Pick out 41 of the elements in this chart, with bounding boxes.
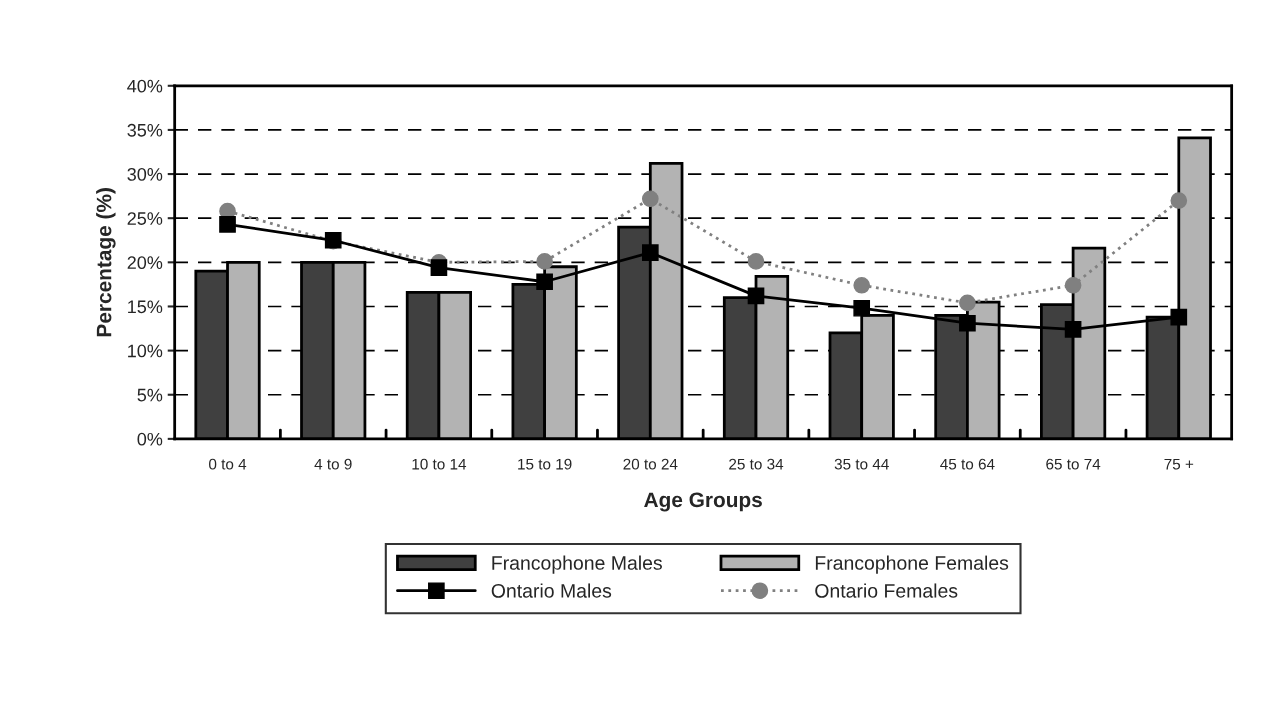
point [1064, 321, 1082, 338]
y-tick-label: 0% [137, 432, 163, 446]
x-tick-label: 4 to 9 [314, 458, 352, 470]
point [641, 244, 659, 261]
point [853, 299, 871, 317]
x-tick-label: 15 to 19 [518, 458, 572, 470]
y-axis-title: Percentage (%) [96, 188, 116, 337]
point [430, 259, 448, 276]
point [1170, 308, 1188, 326]
point [1170, 192, 1188, 209]
point [536, 253, 553, 270]
x-tick-label: 20 to 24 [623, 458, 678, 470]
y-tick-label: 35% [127, 123, 163, 137]
legend-label: Francophone Females [815, 555, 1009, 574]
x-tick-label: 35 to 44 [834, 458, 889, 470]
x-tick-label: 65 to 74 [1046, 458, 1101, 470]
y-tick-label: 25% [127, 212, 163, 225]
x-tick-label: 0 to 4 [209, 458, 247, 470]
x-tick-label: 75 + [1164, 458, 1194, 470]
legend-label: Ontario Males [491, 583, 612, 598]
x-tick-label: 10 to 14 [412, 458, 467, 470]
point [536, 273, 553, 291]
y-tick-label: 5% [137, 388, 163, 402]
point [959, 294, 976, 312]
x-axis-title: Age Groups [644, 492, 762, 512]
x-tick-label: 25 to 34 [729, 458, 784, 470]
y-tick-label: 10% [128, 344, 163, 358]
point [747, 287, 765, 305]
point [959, 314, 976, 332]
point [747, 253, 765, 270]
point [1064, 276, 1082, 294]
y-tick-label: 30% [127, 167, 163, 181]
point [219, 216, 236, 233]
x-tick-label: 45 to 64 [940, 458, 995, 470]
point [641, 190, 659, 208]
y-tick-label: 15% [128, 300, 163, 314]
y-tick-label: 40% [127, 79, 163, 93]
legend-label: Ontario Females [815, 583, 958, 598]
point [853, 276, 871, 294]
legend-label: Francophone Males [492, 555, 662, 574]
y-tick-label: 20% [127, 256, 163, 270]
